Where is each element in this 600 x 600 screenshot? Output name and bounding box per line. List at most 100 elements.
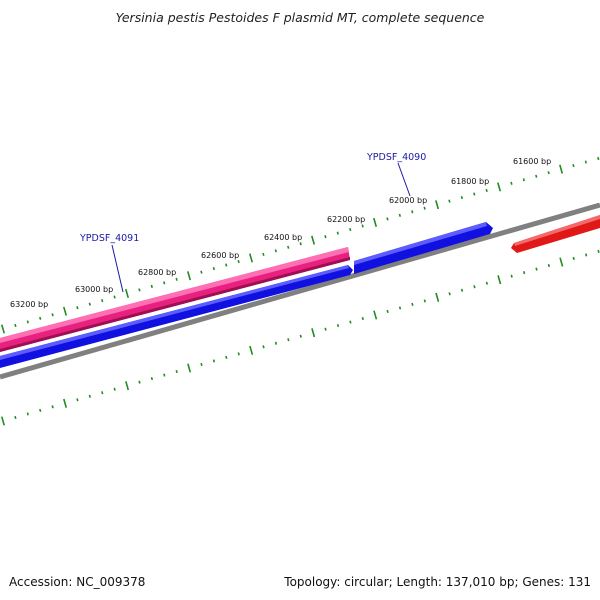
scale-tick-minor	[460, 288, 464, 292]
scale-tick-minor	[237, 259, 240, 264]
scale-label: 62600 bp	[201, 251, 239, 260]
scale-tick-major	[62, 306, 68, 316]
gene-label-ypdsf-4091[interactable]: YPDSF_4091	[79, 233, 139, 244]
accession-text: Accession: NC_009378	[9, 575, 146, 589]
scale-tick-major	[0, 416, 6, 426]
scale-tick-minor	[163, 281, 166, 285]
scale-tick-minor	[175, 369, 178, 374]
sequence-summary: Topology: circular; Length: 137,010 bp; …	[284, 575, 591, 589]
scale-tick-minor	[448, 292, 451, 296]
scale-tick-minor	[597, 156, 600, 161]
scale-tick-major	[249, 253, 254, 263]
scale-tick-minor	[386, 217, 389, 221]
gene-blue-lower[interactable]	[0, 265, 353, 368]
scale-tick-minor	[510, 274, 513, 278]
scale-tick-minor	[324, 235, 327, 239]
scale-tick-minor	[510, 181, 513, 185]
gene-label-leader-4090	[397, 162, 411, 197]
gene-label-ypdsf-4090[interactable]: YPDSF_4090	[366, 152, 426, 163]
scale-tick-minor	[572, 164, 575, 168]
scale-tick-minor	[572, 256, 575, 261]
scale-tick-minor	[200, 362, 203, 367]
scale-tick-major	[373, 217, 378, 227]
scale-tick-minor	[460, 196, 464, 200]
scale-tick-minor	[386, 309, 389, 314]
scale-tick-minor	[212, 267, 215, 271]
scale-tick-minor	[324, 327, 327, 331]
scale-tick-minor	[522, 178, 526, 182]
scale-tick-minor	[138, 288, 141, 292]
scale-tick-minor	[237, 352, 240, 356]
scale-ticks-outer	[0, 156, 600, 334]
scale-tick-minor	[361, 316, 364, 321]
scale-tick-major	[497, 275, 502, 285]
scale-tick-minor	[26, 412, 29, 416]
scale-tick-minor	[274, 341, 278, 345]
scale-tick-major	[125, 381, 130, 391]
scale-tick-minor	[349, 227, 352, 232]
scale-tick-minor	[262, 252, 265, 256]
scale-label: 62400 bp	[264, 233, 302, 242]
scale-tick-minor	[411, 302, 414, 306]
gene-ypdsf-4090[interactable]	[354, 222, 493, 274]
scale-tick-major	[63, 398, 68, 408]
scale-tick-minor	[225, 263, 228, 267]
scale-tick-major	[373, 310, 378, 320]
scale-tick-minor	[584, 253, 588, 257]
scale-tick-minor	[423, 206, 426, 210]
scale-label: 63200 bp	[10, 300, 48, 309]
scale-tick-minor	[473, 285, 476, 289]
scale-tick-minor	[299, 334, 302, 338]
gene-ypdsf-4090-highlight	[354, 222, 487, 265]
scale-tick-minor	[26, 320, 29, 324]
scale-tick-minor	[398, 213, 401, 217]
scale-ticks-inner	[0, 249, 600, 426]
scale-tick-minor	[485, 188, 488, 193]
scale-tick-minor	[361, 224, 364, 228]
scale-tick-minor	[597, 249, 600, 253]
scale-tick-minor	[88, 394, 92, 398]
scale-tick-minor	[76, 306, 79, 310]
scale-tick-major	[497, 182, 502, 192]
gene-label-leader-4091	[111, 244, 124, 293]
scale-tick-minor	[274, 249, 277, 253]
page-title: Yersinia pestis Pestoides F plasmid MT, …	[115, 10, 485, 25]
scale-label: 61800 bp	[451, 177, 489, 186]
scale-tick-minor	[473, 192, 476, 196]
scale-tick-minor	[547, 263, 551, 268]
scale-tick-major	[0, 324, 6, 334]
scale-tick-major	[249, 345, 254, 355]
scale-tick-major	[435, 200, 440, 210]
scale-tick-minor	[584, 160, 588, 164]
scale-label: 62200 bp	[327, 215, 365, 224]
scale-tick-major	[125, 288, 130, 299]
scale-tick-minor	[175, 277, 178, 281]
scale-tick-minor	[336, 231, 339, 235]
scale-tick-minor	[101, 299, 104, 303]
scale-tick-minor	[200, 270, 203, 274]
sequence-backbone	[0, 202, 600, 380]
scale-tick-minor	[547, 171, 550, 175]
scale-label: 62000 bp	[389, 196, 427, 205]
scale-tick-major	[311, 235, 316, 245]
scale-tick-minor	[39, 408, 42, 412]
scale-label: 61600 bp	[513, 157, 551, 166]
scale-tick-minor	[535, 174, 538, 178]
scale-tick-minor	[113, 295, 116, 299]
scale-tick-minor	[88, 302, 91, 306]
scale-tick-minor	[423, 299, 426, 303]
scale-tick-minor	[299, 242, 302, 246]
scale-tick-minor	[150, 377, 154, 381]
scale-tick-major	[435, 292, 440, 302]
gene-blue-lower-highlight	[0, 265, 349, 360]
scale-tick-minor	[287, 338, 290, 342]
scale-tick-minor	[212, 359, 216, 363]
scale-tick-minor	[113, 387, 116, 391]
scale-tick-minor	[51, 405, 54, 409]
scale-tick-minor	[287, 245, 290, 249]
gene-red-feature-highlight	[514, 215, 600, 246]
scale-tick-minor	[101, 391, 104, 395]
scale-label: 62800 bp	[138, 268, 176, 277]
scale-tick-minor	[535, 267, 538, 271]
